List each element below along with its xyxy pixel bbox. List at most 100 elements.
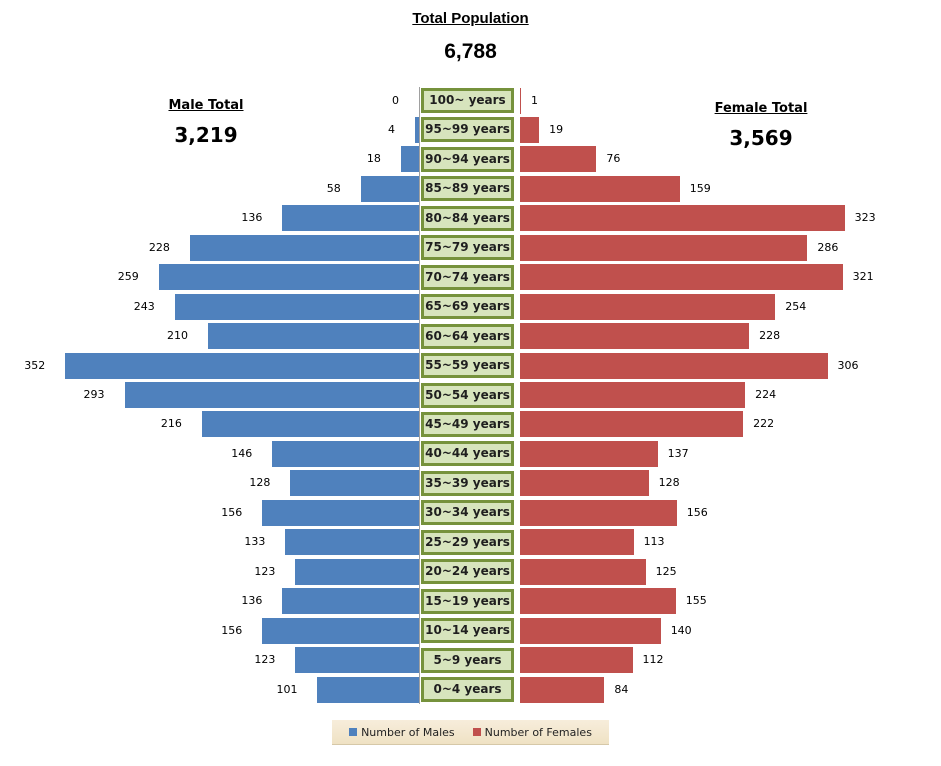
female-bar (520, 647, 633, 674)
female-bar (520, 175, 680, 202)
female-value-label: 323 (854, 211, 876, 225)
male-bar (174, 293, 419, 320)
male-value-label: 128 (249, 476, 271, 490)
female-bar (520, 558, 646, 585)
female-value-label: 155 (685, 594, 707, 608)
male-value-label: 156 (221, 623, 243, 637)
female-bar (520, 499, 677, 526)
male-value-label: 293 (83, 388, 105, 401)
age-group-label: 30~34 years (421, 500, 514, 526)
female-bar (520, 470, 649, 497)
female-value-label: 140 (670, 623, 692, 637)
female-bar (520, 87, 521, 114)
female-value-label: 19 (549, 122, 564, 136)
female-value-label: 254 (785, 299, 807, 313)
age-group-label: 80~84 years (421, 205, 514, 231)
male-value-label: 136 (241, 594, 263, 608)
age-group-label: 10~14 years (421, 618, 514, 644)
male-bar (262, 617, 419, 644)
female-total-title: Female Total (714, 101, 808, 116)
age-group-label: 55~59 years (421, 353, 514, 379)
male-bar (360, 175, 419, 202)
age-group-label: 100~ years (421, 88, 514, 113)
male-value-label: 228 (148, 240, 170, 254)
female-bar (520, 588, 676, 615)
male-bar (290, 470, 419, 497)
male-value-label: 123 (254, 564, 276, 578)
female-bar (520, 146, 597, 173)
male-total-title: Male Total (168, 98, 244, 113)
legend-item-females: Number of Females (472, 725, 592, 739)
male-bar (201, 411, 419, 438)
female-bar (520, 617, 661, 644)
age-group-label: 65~69 years (421, 294, 514, 320)
male-value-label: 136 (241, 211, 263, 225)
male-value-label: 123 (254, 653, 276, 667)
male-bar (295, 558, 419, 585)
female-bar (520, 293, 776, 320)
age-group-label: 45~49 years (421, 411, 514, 437)
age-group-label: 0~4 years (421, 677, 514, 702)
male-value-label: 146 (231, 446, 253, 460)
female-bar (520, 676, 605, 703)
female-bar (520, 382, 746, 408)
male-bar (158, 264, 419, 291)
legend-item-males: Number of Males (349, 726, 455, 739)
male-value-label: 156 (221, 505, 243, 519)
legend-swatch-males (349, 728, 358, 736)
male-bar (262, 499, 419, 526)
female-value-label: 159 (689, 181, 711, 195)
legend-swatch-females (472, 728, 481, 736)
age-group-label: 15~19 years (421, 588, 514, 614)
male-bar (189, 234, 419, 261)
female-bar (520, 116, 540, 143)
male-value-label: 18 (366, 152, 381, 166)
female-bar (520, 234, 808, 261)
female-value-label: 113 (643, 535, 665, 549)
male-bar (282, 205, 419, 232)
age-group-label: 95~99 years (421, 117, 514, 143)
female-bar (520, 352, 828, 379)
age-group-label: 60~64 years (421, 323, 514, 349)
total-population-value: 6,788 (444, 40, 497, 63)
female-value-label: 84 (614, 682, 629, 696)
female-value-label: 224 (755, 388, 777, 401)
male-value-label: 133 (244, 535, 266, 549)
female-value-label: 306 (837, 358, 859, 372)
female-value-label: 286 (817, 240, 839, 254)
male-bar (414, 116, 419, 143)
total-population-title: Total Population (412, 10, 529, 27)
female-value-label: 321 (852, 270, 874, 284)
female-value-label: 137 (667, 446, 689, 460)
male-bar (285, 529, 419, 556)
male-value-label: 210 (166, 329, 188, 343)
male-value-label: 4 (387, 122, 395, 136)
male-total-value: 3,219 (174, 123, 238, 147)
age-group-label: 70~74 years (421, 264, 514, 290)
male-bar (295, 647, 419, 674)
female-bar (520, 205, 845, 232)
age-group-label: 25~29 years (421, 529, 514, 555)
male-value-label: 259 (117, 270, 139, 284)
male-bar (400, 146, 419, 173)
male-value-label: 352 (24, 358, 46, 372)
age-group-label: 85~89 years (421, 176, 514, 202)
female-bar (520, 411, 744, 438)
age-group-label: 90~94 years (421, 146, 514, 172)
age-group-label: 5~9 years (421, 647, 514, 673)
female-value-label: 156 (686, 505, 708, 519)
age-group-label: 40~44 years (421, 441, 514, 467)
age-group-label: 75~79 years (421, 235, 514, 261)
female-bar (520, 440, 658, 467)
male-bar (317, 676, 419, 703)
male-value-label: 243 (133, 299, 155, 313)
female-total-value: 3,569 (729, 126, 793, 150)
legend-label-females: Number of Females (484, 725, 592, 739)
female-value-label: 76 (606, 152, 621, 166)
age-group-label: 35~39 years (421, 470, 514, 496)
age-group-label: 20~24 years (421, 559, 514, 585)
female-value-label: 1 (531, 93, 538, 107)
female-value-label: 125 (655, 564, 677, 578)
male-bar (124, 382, 419, 408)
